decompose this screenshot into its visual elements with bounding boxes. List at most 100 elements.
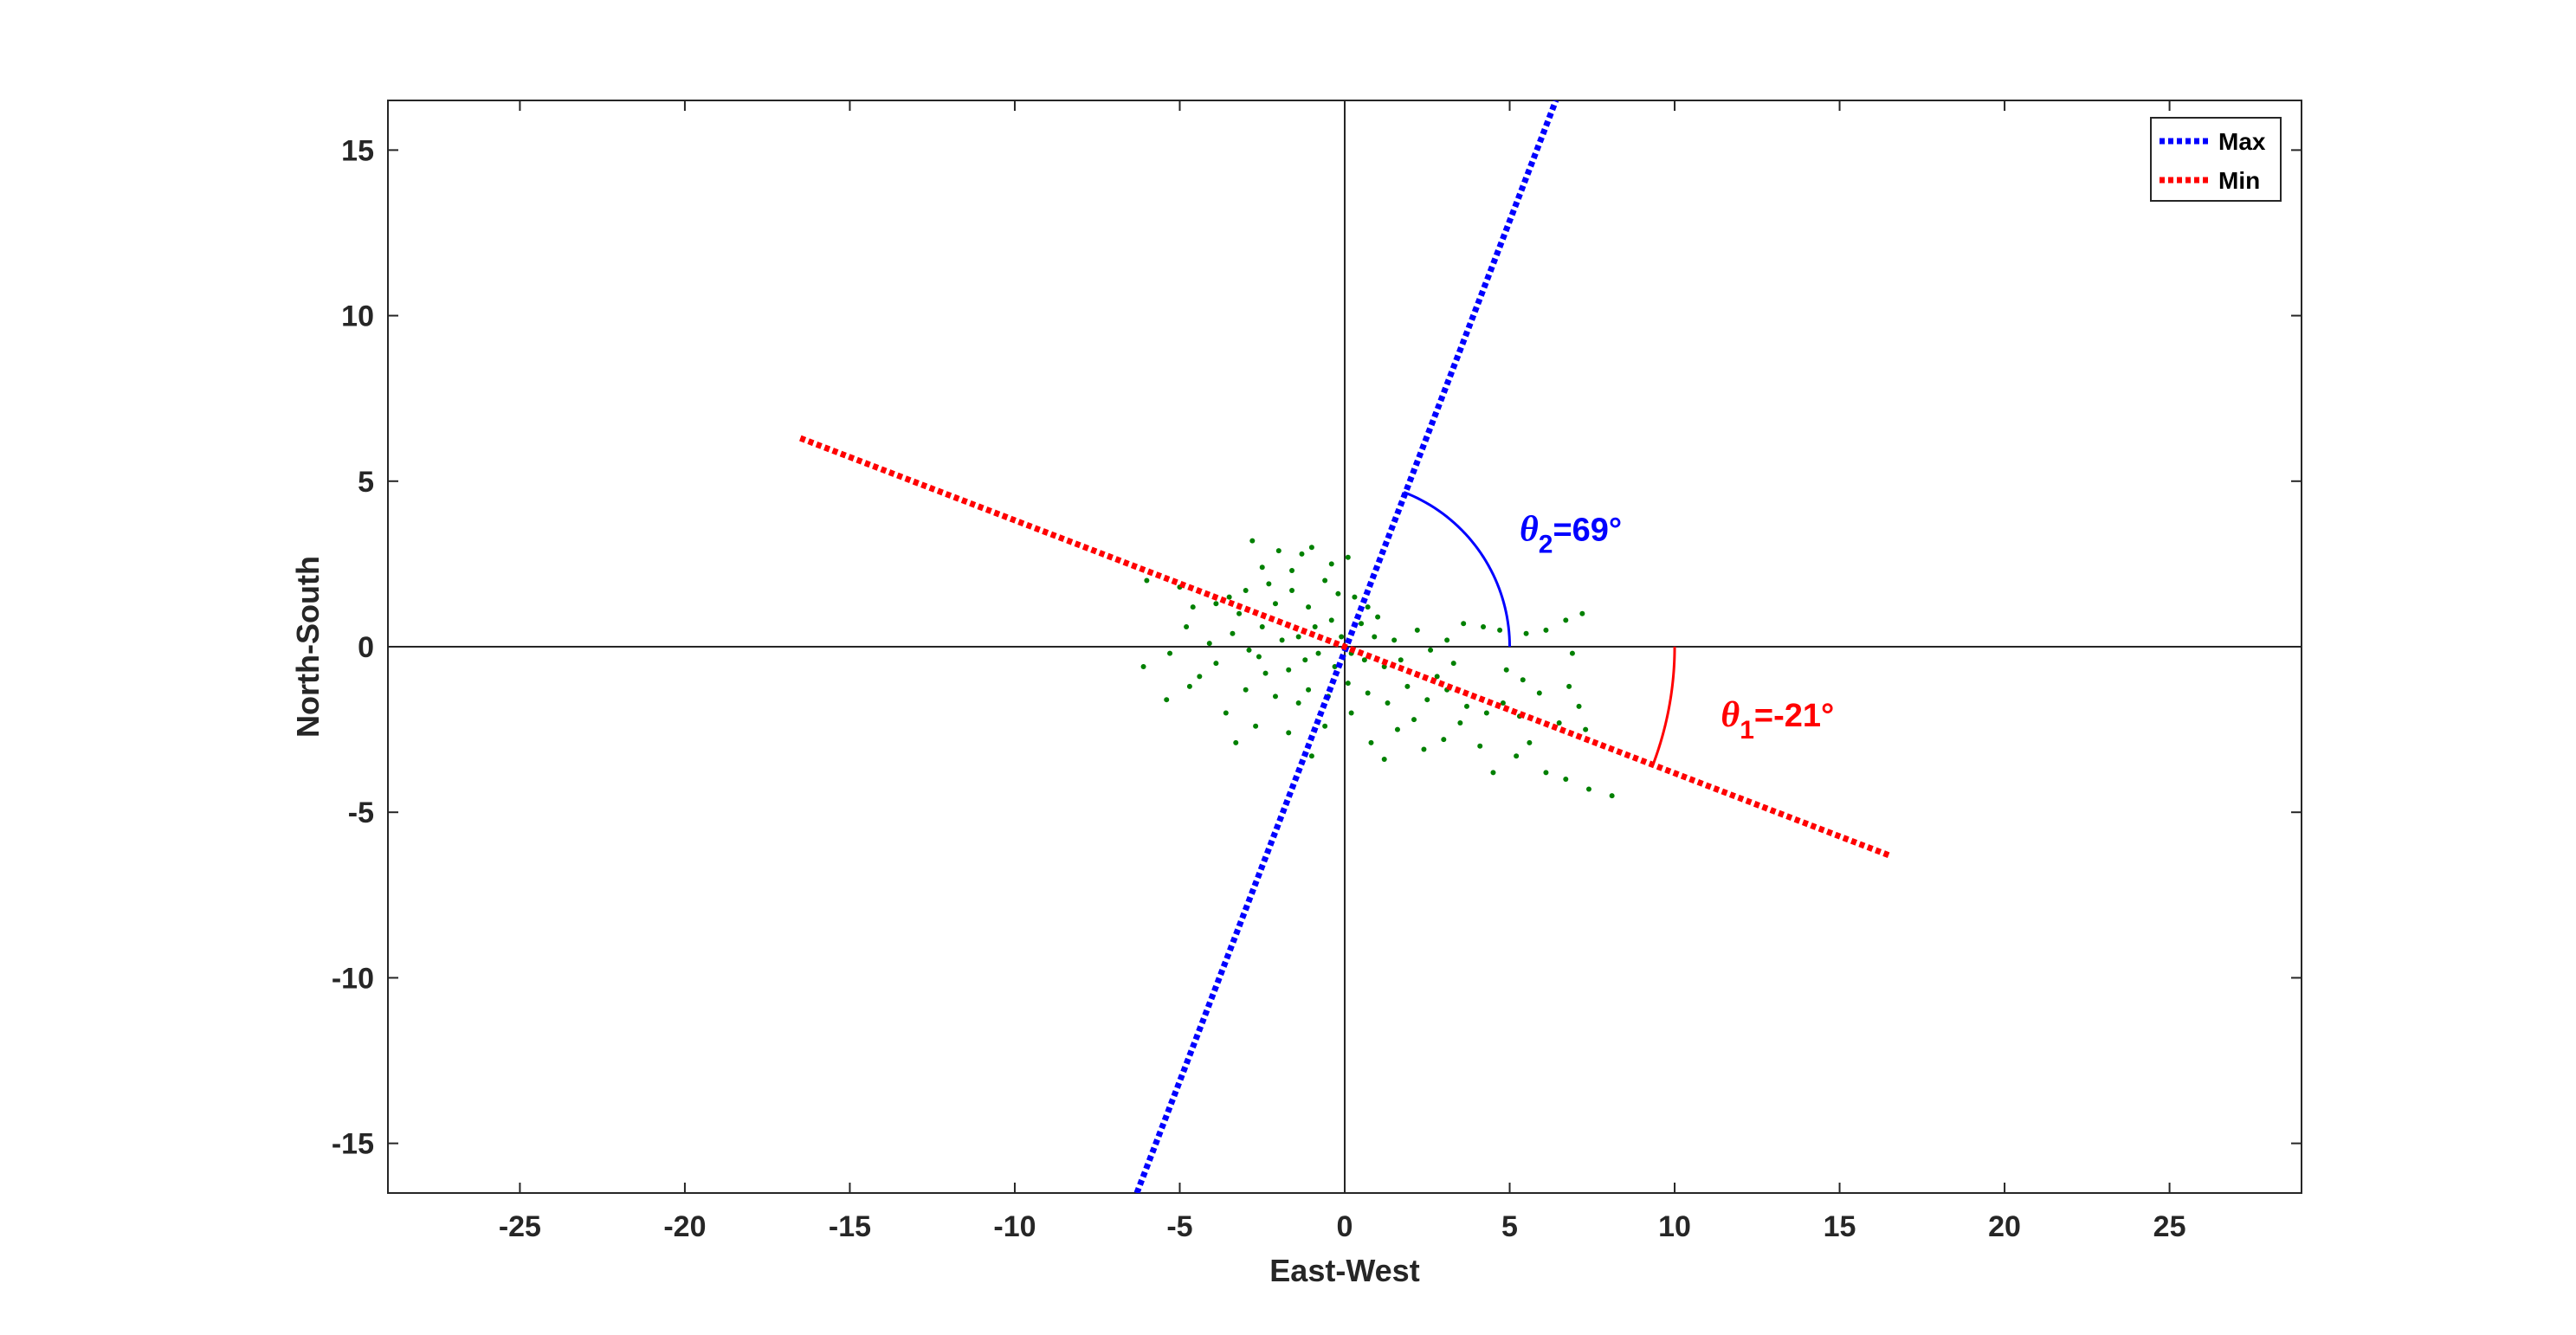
scatter-point (1414, 627, 1420, 633)
scatter-point (1523, 630, 1529, 636)
scatter-point (1444, 637, 1450, 643)
scatter-point (1322, 723, 1328, 729)
scatter-point (1579, 610, 1585, 616)
scatter-point (1365, 604, 1371, 610)
scatter-point (1213, 661, 1219, 667)
scatter-point (1569, 650, 1575, 656)
scatter-point (1339, 634, 1345, 640)
x-tick-label: 25 (2153, 1210, 2186, 1243)
scatter-point (1164, 697, 1170, 703)
scatter-point (1190, 604, 1196, 610)
scatter-point (1308, 753, 1314, 759)
angle-label-2: θ1=-21° (1721, 695, 1834, 745)
scatter-point (1424, 697, 1430, 703)
scatter-point (1315, 650, 1321, 656)
scatter-point (1543, 770, 1549, 776)
y-tick-label: 15 (341, 134, 374, 167)
scatter-point (1503, 667, 1509, 673)
scatter-point (1308, 545, 1314, 551)
scatter-point (1520, 677, 1526, 683)
y-tick-label: -15 (332, 1128, 374, 1161)
scatter-point (1381, 757, 1387, 763)
scatter-point (1556, 719, 1562, 726)
y-tick-label: -10 (332, 962, 374, 995)
scatter-point (1223, 710, 1229, 716)
scatter-point (1566, 683, 1572, 689)
legend-label-max: Max (2218, 128, 2266, 155)
scatter-point (1328, 617, 1334, 623)
series-line-min (799, 435, 1890, 859)
x-tick-label: 15 (1824, 1210, 1856, 1243)
y-tick-label: -5 (348, 796, 374, 829)
scatter-point (1481, 624, 1487, 630)
scatter-point (1286, 730, 1292, 736)
scatter-point (1289, 587, 1295, 593)
scatter-point (1576, 703, 1582, 709)
x-tick-label: -20 (663, 1210, 706, 1243)
scatter-point (1306, 604, 1312, 610)
legend-box (2150, 117, 2282, 202)
scatter-point (1253, 723, 1259, 729)
scatter-point (1490, 770, 1496, 776)
scatter-point (1398, 657, 1404, 663)
scatter-point (1144, 577, 1150, 584)
scatter-point (1249, 538, 1256, 544)
x-tick-label: 20 (1988, 1210, 2021, 1243)
scatter-point (1167, 650, 1173, 656)
scatter-point (1286, 667, 1292, 673)
scatter-point (1266, 581, 1272, 587)
scatter-point (1477, 743, 1483, 749)
scatter-point (1563, 776, 1569, 782)
scatter-point (1368, 739, 1374, 745)
scatter-point (1272, 601, 1278, 607)
scatter-point (1299, 551, 1305, 557)
scatter-point (1361, 657, 1367, 663)
scatter-point (1259, 564, 1265, 571)
scatter-point (1441, 737, 1447, 743)
y-axis-label: North-South (290, 556, 326, 738)
x-tick-label: -15 (829, 1210, 871, 1243)
scatter-point (1457, 719, 1463, 726)
scatter-point (1230, 630, 1236, 636)
scatter-point (1411, 717, 1417, 723)
scatter-point (1385, 700, 1391, 706)
scatter-point (1335, 590, 1341, 597)
scatter-point (1306, 687, 1312, 693)
scatter-point (1279, 637, 1285, 643)
scatter-point (1256, 654, 1262, 660)
angle-arc-2 (1651, 646, 1676, 766)
x-tick-label: -25 (499, 1210, 541, 1243)
angle-annotations: θ2=69° θ1=-21° (1520, 510, 1834, 745)
scatter-point (1450, 661, 1456, 667)
x-axis-label: East-West (1269, 1253, 1419, 1288)
scatter-point (1236, 610, 1243, 616)
scatter-point (1497, 627, 1503, 633)
scatter-point (1372, 634, 1378, 640)
legend-label-min: Min (2218, 167, 2260, 194)
angle-label-1: θ2=69° (1520, 510, 1622, 559)
scatter-point (1243, 687, 1249, 693)
scatter-point (1295, 700, 1301, 706)
angle-arc-1 (1403, 491, 1512, 648)
scatter-point (1226, 594, 1232, 600)
x-tick-label: 0 (1337, 1210, 1353, 1243)
scatter-point (1259, 624, 1265, 630)
scatter-point (1312, 624, 1318, 630)
scatter-point (1197, 674, 1203, 680)
scatter-point (1184, 624, 1190, 630)
scatter-point (1348, 710, 1354, 716)
scatter-point (1289, 568, 1295, 574)
scatter-point (1609, 793, 1615, 799)
principal-axes (799, 100, 1890, 1193)
scatter-point (1365, 690, 1371, 696)
scatter-point (1140, 663, 1146, 669)
scatter-point (1262, 670, 1269, 676)
scatter-point (1233, 739, 1239, 745)
scatter-point (1322, 577, 1328, 584)
scatter-point (1500, 700, 1506, 706)
scatter-point (1421, 746, 1427, 752)
scatter-point (1394, 726, 1400, 732)
scatter-point (1328, 561, 1334, 567)
scatter-point (1583, 726, 1589, 732)
